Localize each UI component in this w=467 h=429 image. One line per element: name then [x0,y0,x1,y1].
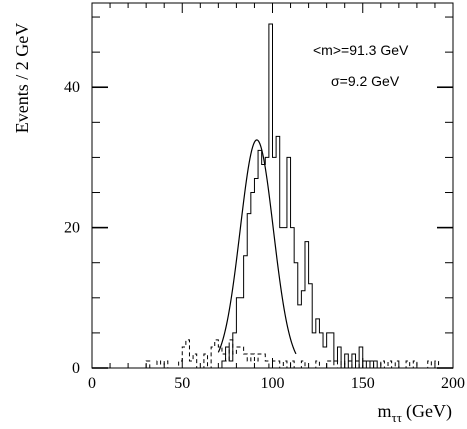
background-histogram [145,339,440,369]
y-tick-label: 40 [64,79,80,96]
y-tick-label: 0 [72,360,80,377]
x-tick-label: 200 [441,375,465,392]
x-tick-label: 50 [174,375,190,392]
x-axis-label-main: m [378,401,392,421]
x-tick-label: 100 [261,375,285,392]
y-tick-label: 20 [64,220,80,237]
gaussian-fit-curve [217,139,297,355]
x-axis-label: mττ (GeV) [378,401,452,425]
y-axis-label: Events / 2 GeV [12,23,32,133]
x-tick-label: 150 [351,375,375,392]
x-axis-label-unit: (GeV) [406,401,452,422]
data-series [145,23,440,369]
annotation-mean: <m>=91.3 GeV [313,42,409,58]
signal-histogram [218,23,378,369]
x-tick-label: 0 [88,375,96,392]
annotation-sigma: σ=9.2 GeV [331,73,400,89]
x-axis-label-subscript: ττ [392,410,402,425]
axis-tick-labels: 0 50 100 150 200 0 20 40 [64,79,465,392]
